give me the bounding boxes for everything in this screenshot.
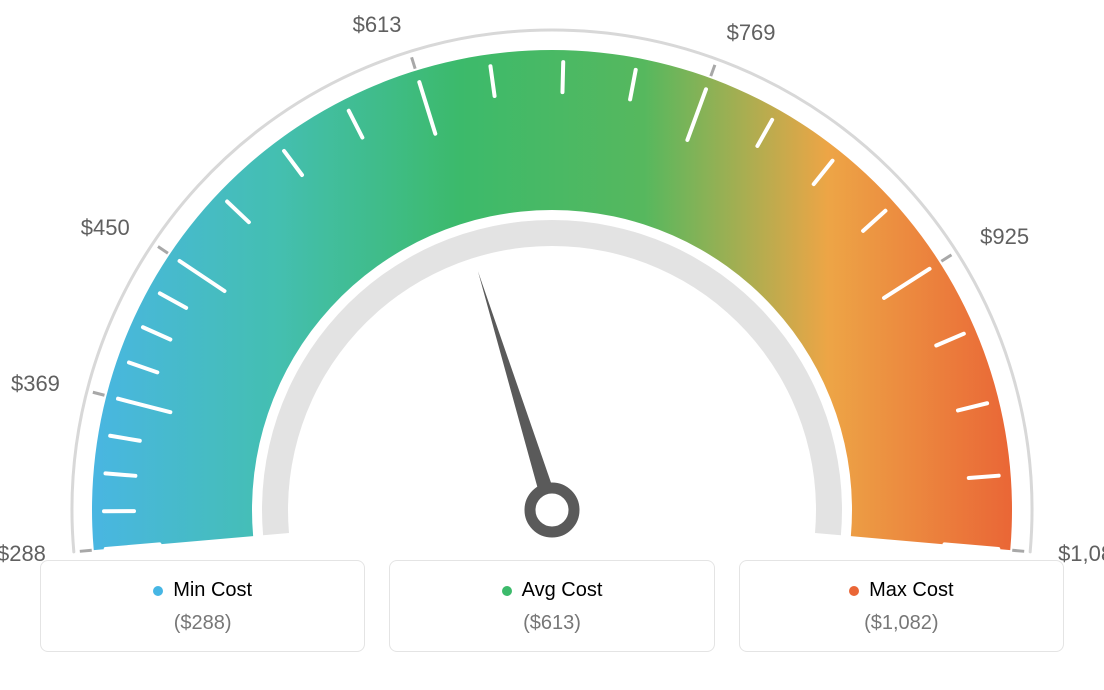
gauge-tick-label: $1,082 [1058, 541, 1104, 567]
legend-value-min: ($288) [41, 612, 364, 635]
legend-card-max: Max Cost ($1,082) [739, 560, 1064, 652]
legend-label-max: Max Cost [869, 579, 953, 602]
dot-icon [153, 586, 163, 596]
legend-label-min: Min Cost [173, 579, 252, 602]
legend-value-max: ($1,082) [740, 612, 1063, 635]
legend-title-min: Min Cost [153, 579, 252, 602]
legend-label-avg: Avg Cost [522, 579, 603, 602]
gauge-tick-label: $769 [727, 20, 776, 46]
dot-icon [849, 586, 859, 596]
gauge-tick-label: $450 [81, 215, 130, 241]
legend-title-max: Max Cost [849, 579, 953, 602]
legend-value-avg: ($613) [390, 612, 713, 635]
legend-card-min: Min Cost ($288) [40, 560, 365, 652]
legend-row: Min Cost ($288) Avg Cost ($613) Max Cost… [0, 560, 1104, 652]
gauge-tick-label: $613 [353, 12, 402, 38]
gauge-tick-label: $925 [980, 224, 1029, 250]
dot-icon [502, 586, 512, 596]
legend-title-avg: Avg Cost [502, 579, 603, 602]
gauge-chart: $288$369$450$613$769$925$1,082 [0, 0, 1104, 560]
gauge-tick-label: $288 [0, 541, 46, 567]
legend-card-avg: Avg Cost ($613) [389, 560, 714, 652]
gauge-tick-label: $369 [11, 371, 60, 397]
gauge-svg [0, 0, 1104, 560]
